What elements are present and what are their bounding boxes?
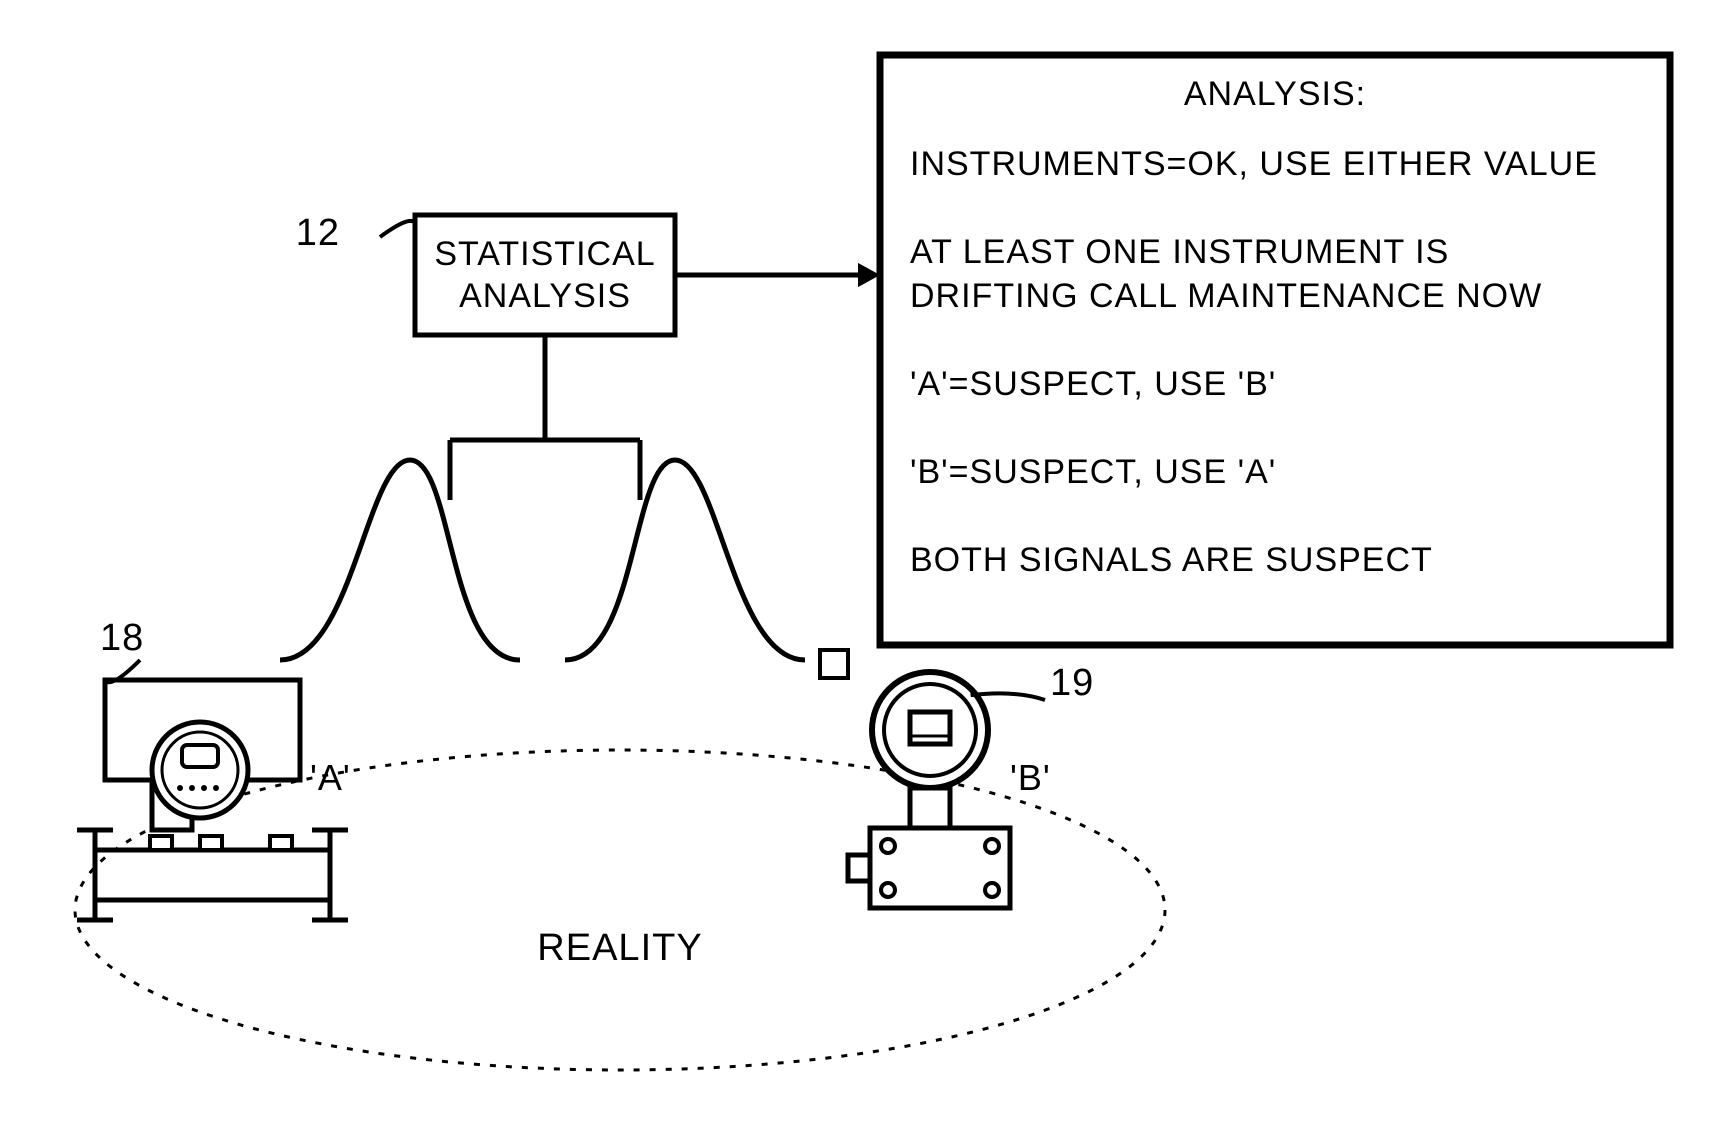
bell-curve-a (280, 460, 520, 660)
small-square-icon (820, 650, 848, 678)
instrument-a-label: 'A' (310, 757, 351, 798)
reality-label: REALITY (537, 927, 702, 969)
analysis-title: ANALYSIS: (1184, 75, 1366, 113)
stat-line1: STATISTICAL (434, 235, 655, 273)
stat-analysis-block: STATISTICAL ANALYSIS 12 (296, 212, 675, 335)
stat-line2: ANALYSIS (459, 277, 631, 315)
callout-18: 18 (100, 617, 144, 659)
instrument-a: 'A' 18 (77, 617, 351, 920)
gauge-icon (152, 722, 248, 818)
analysis-line: DRIFTING CALL MAINTENANCE NOW (910, 277, 1542, 315)
analysis-line: BOTH SIGNALS ARE SUSPECT (910, 541, 1433, 579)
arrow-to-analysis (675, 263, 880, 287)
analysis-line: AT LEAST ONE INSTRUMENT IS (910, 233, 1449, 271)
instrument-b-label: 'B' (1010, 757, 1051, 798)
bell-curve-b (565, 460, 805, 660)
instrument-b: 'B' 19 (848, 662, 1094, 908)
bell-curves (280, 460, 848, 678)
callout-19: 19 (1050, 662, 1094, 704)
analysis-line: INSTRUMENTS=OK, USE EITHER VALUE (910, 145, 1598, 183)
transmitter-head-icon (872, 672, 988, 788)
tee-connector (450, 335, 640, 500)
analysis-line: 'B'=SUSPECT, USE 'A' (910, 453, 1276, 491)
analysis-line: 'A'=SUSPECT, USE 'B' (910, 365, 1276, 403)
callout-12: 12 (296, 212, 340, 254)
analysis-panel: ANALYSIS: INSTRUMENTS=OK, USE EITHER VALU… (880, 55, 1670, 645)
